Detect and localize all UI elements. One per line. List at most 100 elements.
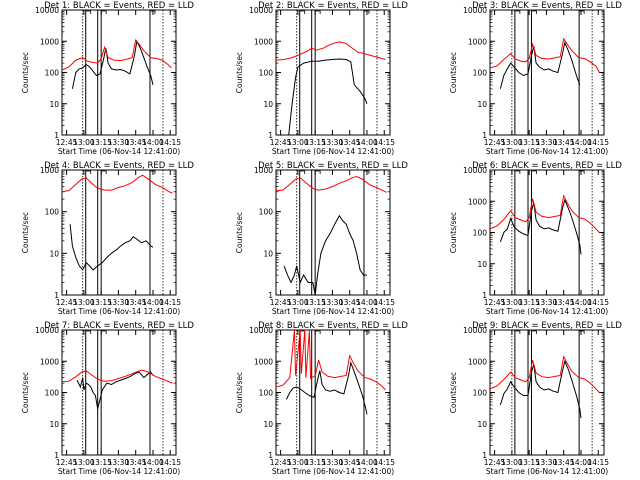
x-tick-label: 14:15 (587, 138, 609, 147)
series-events-line-5 (283, 214, 367, 296)
x-axis-label-1: Start Time (06-Nov-14 12:41:00) (58, 147, 180, 156)
y-tick-label: 1000 (254, 357, 273, 366)
x-axis-label-4: Start Time (06-Nov-14 12:41:00) (58, 307, 180, 316)
y-axis-label-5: Counts/sec (235, 212, 244, 253)
x-tick-label: 14:00 (570, 458, 592, 467)
y-tick-label: 100 (45, 208, 60, 217)
y-tick-label: 10 (477, 100, 487, 109)
x-tick-label: 14:15 (159, 298, 181, 307)
x-tick-label: 14:15 (373, 458, 395, 467)
x-tick-label: 14:15 (587, 458, 609, 467)
y-tick-label: 1 (268, 131, 273, 140)
x-tick-label: 13:30 (108, 458, 130, 467)
y-axis-label-2: Counts/sec (235, 52, 244, 93)
series-events-line-6 (499, 198, 582, 255)
interval-bracket (579, 10, 585, 14)
series-events-line-7 (76, 371, 154, 409)
y-tick-label: 1000 (468, 197, 487, 206)
y-tick-label: 1000 (40, 166, 59, 175)
y-tick-label: 100 (45, 389, 60, 398)
x-tick-label: 12:45 (484, 138, 506, 147)
x-tick-label: 13:15 (518, 138, 540, 147)
series-lld-line-6 (489, 194, 600, 233)
x-tick-label: 14:00 (570, 138, 592, 147)
interval-bracket (85, 330, 92, 334)
x-tick-label: 13:15 (518, 298, 540, 307)
series-lld-line-5 (275, 175, 387, 193)
interval-bracket (149, 10, 156, 14)
series-lld-line-9 (489, 355, 600, 393)
y-axis-label-4: Counts/sec (21, 212, 30, 253)
y-tick-label: 100 (473, 389, 488, 398)
x-tick-label: 13:45 (553, 458, 575, 467)
y-tick-label: 10000 (463, 326, 487, 335)
interval-bracket (531, 10, 537, 14)
plot-frame-8 (275, 329, 391, 456)
x-tick-label: 12:45 (56, 458, 78, 467)
interval-bracket (363, 330, 370, 334)
y-tick-label: 10 (263, 100, 273, 109)
series-lld-line-2 (275, 41, 386, 61)
x-tick-label: 13:00 (73, 298, 95, 307)
y-tick-label: 1000 (254, 166, 273, 175)
chart-title-2: Det 2: BLACK = Events, RED = LLD (258, 1, 408, 11)
series-events-line-4 (69, 224, 154, 271)
y-axis-label-1: Counts/sec (21, 52, 30, 93)
x-tick-label: 13:15 (304, 458, 326, 467)
plot-frame-6 (489, 169, 605, 296)
x-tick-label: 13:00 (287, 298, 309, 307)
y-tick-label: 100 (259, 389, 274, 398)
y-tick-label: 1 (482, 451, 487, 460)
y-axis-label-7: Counts/sec (21, 372, 30, 413)
series-events-line-2 (288, 58, 368, 136)
interval-bracket (514, 330, 521, 334)
x-tick-label: 13:45 (339, 458, 361, 467)
y-tick-label: 1 (268, 451, 273, 460)
interval-bracket (101, 10, 107, 14)
interval-bracket (363, 170, 370, 174)
x-tick-label: 14:15 (373, 138, 395, 147)
y-tick-label: 10 (477, 420, 487, 429)
plot-frame-2 (275, 9, 391, 136)
y-axis-label-3: Counts/sec (449, 52, 458, 93)
x-tick-label: 13:00 (73, 138, 95, 147)
x-axis-label-2: Start Time (06-Nov-14 12:41:00) (272, 147, 394, 156)
interval-bracket (85, 170, 92, 174)
interval-bracket (514, 10, 521, 14)
x-tick-label: 14:15 (587, 298, 609, 307)
x-tick-label: 13:45 (339, 298, 361, 307)
x-tick-label: 13:45 (339, 138, 361, 147)
x-tick-label: 13:00 (287, 458, 309, 467)
series-lld-line-8 (275, 329, 386, 391)
y-tick-label: 100 (45, 69, 60, 78)
x-axis-label-9: Start Time (06-Nov-14 12:41:00) (486, 467, 608, 476)
y-tick-label: 10000 (35, 326, 59, 335)
interval-bracket (531, 330, 537, 334)
interval-bracket (579, 170, 585, 174)
interval-bracket (149, 170, 156, 174)
series-events-line-9 (499, 359, 582, 419)
chart-title-1: Det 1: BLACK = Events, RED = LLD (44, 1, 194, 11)
x-tick-label: 13:15 (304, 138, 326, 147)
interval-bracket (315, 10, 321, 14)
y-tick-label: 10000 (463, 166, 487, 175)
series-events-line-8 (285, 360, 368, 415)
x-tick-label: 14:00 (356, 458, 378, 467)
x-tick-label: 12:45 (270, 458, 292, 467)
plot-frame-3 (489, 9, 605, 136)
y-axis-label-6: Counts/sec (449, 212, 458, 253)
interval-bracket (101, 170, 107, 174)
y-tick-label: 1000 (468, 357, 487, 366)
chart-title-7: Det 7: BLACK = Events, RED = LLD (44, 321, 194, 331)
y-tick-label: 100 (473, 69, 488, 78)
chart-title-5: Det 5: BLACK = Events, RED = LLD (258, 161, 408, 171)
chart-title-6: Det 6: BLACK = Events, RED = LLD (472, 161, 622, 171)
y-tick-label: 100 (259, 208, 274, 217)
x-tick-label: 14:15 (159, 138, 181, 147)
y-tick-label: 100 (473, 229, 488, 238)
x-tick-label: 14:15 (373, 298, 395, 307)
x-tick-label: 12:45 (270, 298, 292, 307)
x-tick-label: 13:45 (553, 298, 575, 307)
x-tick-label: 12:45 (270, 138, 292, 147)
